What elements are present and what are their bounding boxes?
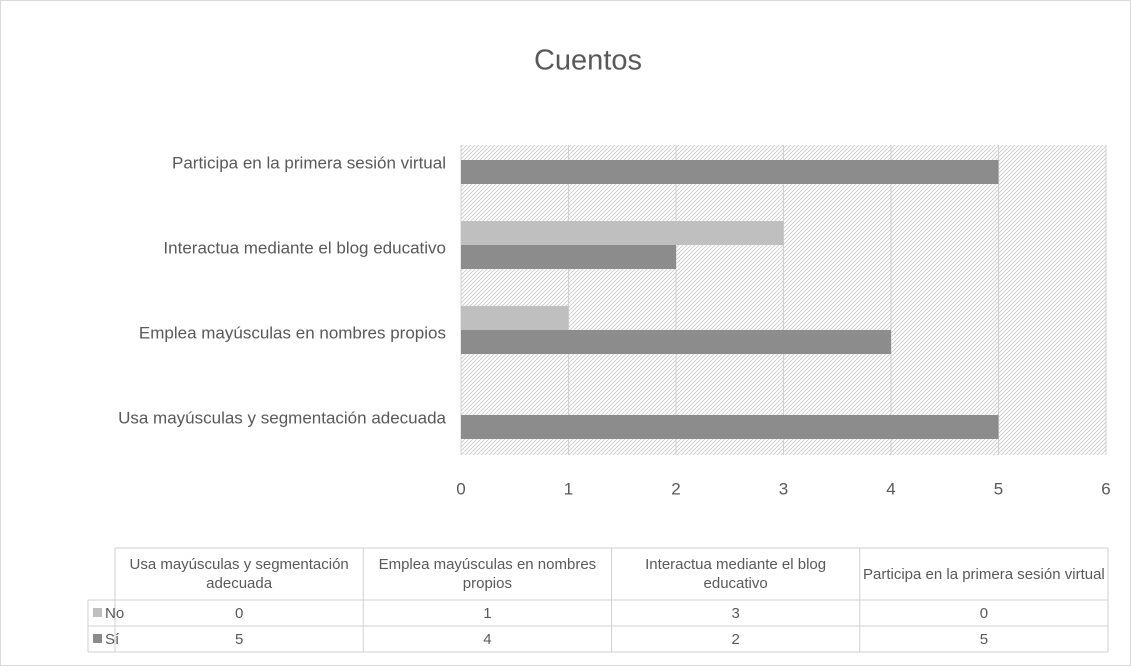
table-header: Emplea mayúsculas en nombres propios bbox=[378, 556, 597, 592]
table-value: 3 bbox=[731, 605, 739, 622]
legend-label: Sí bbox=[105, 631, 120, 648]
legend-key bbox=[93, 634, 102, 643]
table-value: 1 bbox=[483, 605, 491, 622]
y-tick-label: Interactua mediante el blog educativo bbox=[163, 238, 446, 257]
bar bbox=[461, 306, 569, 330]
bar bbox=[461, 245, 676, 269]
y-tick-label: Participa en la primera sesión virtual bbox=[172, 153, 446, 172]
x-tick-label: 4 bbox=[886, 479, 895, 498]
y-tick-label: Emplea mayúsculas en nombres propios bbox=[139, 323, 446, 342]
bar bbox=[461, 415, 999, 439]
x-tick-label: 3 bbox=[779, 479, 788, 498]
bar bbox=[461, 160, 999, 184]
table-value: 2 bbox=[731, 631, 739, 648]
table-header: Participa en la primera sesión virtual bbox=[862, 565, 1105, 583]
table-value: 4 bbox=[483, 631, 491, 648]
x-tick-label: 1 bbox=[564, 479, 573, 498]
table-header: Interactua mediante el blog educativo bbox=[645, 556, 827, 592]
table-header-text: Usa mayúsculas y segmentación adecuada bbox=[129, 556, 349, 592]
legend-key bbox=[93, 608, 102, 617]
x-tick-label: 6 bbox=[1101, 479, 1110, 498]
table-value: 0 bbox=[235, 605, 243, 622]
x-tick-label: 2 bbox=[671, 479, 680, 498]
table-header-text: Participa en la primera sesión virtual bbox=[862, 565, 1105, 583]
bar bbox=[461, 221, 784, 245]
table-value: 5 bbox=[980, 631, 988, 648]
table-header-text: Emplea mayúsculas en nombres propios bbox=[378, 556, 597, 592]
table-value: 0 bbox=[980, 605, 988, 622]
table-header-text: Interactua mediante el blog educativo bbox=[645, 556, 827, 592]
y-tick-label: Usa mayúsculas y segmentación adecuada bbox=[118, 408, 446, 427]
chart-title: Cuentos bbox=[534, 45, 642, 77]
table-value: 5 bbox=[235, 631, 243, 648]
x-tick-label: 5 bbox=[994, 479, 1003, 498]
legend-label: No bbox=[105, 605, 124, 622]
bar bbox=[461, 330, 891, 354]
table-header: Usa mayúsculas y segmentación adecuada bbox=[129, 556, 349, 592]
x-tick-label: 0 bbox=[456, 479, 465, 498]
